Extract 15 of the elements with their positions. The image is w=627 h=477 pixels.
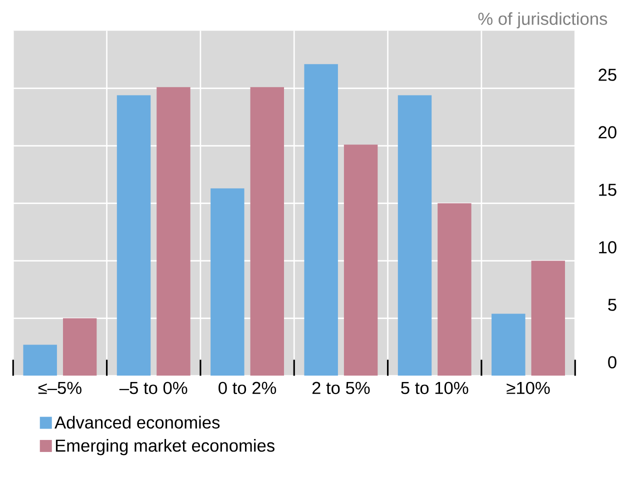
y-tick-label: 10 [599,241,616,254]
x-tick-label: ≤–5% [38,382,82,394]
y-tick-label: 5 [608,298,616,311]
x-tick-label: 2 to 5% [312,382,370,394]
legend-label: Advanced economies [54,416,220,429]
y-axis-title: % of jurisdictions [478,12,608,28]
y-tick-label: 25 [598,68,616,81]
x-tick-label: 5 to 10% [401,382,468,394]
legend-label: Emerging market economies [56,439,274,456]
y-tick-label: 0 [608,356,616,368]
y-tick-label: 15 [599,184,616,196]
x-tick-label: –5 to 0% [119,382,188,394]
y-tick-label: 20 [598,126,616,138]
x-tick-label: 0 to 2% [218,382,276,394]
x-tick-label: ≥10% [506,382,550,394]
